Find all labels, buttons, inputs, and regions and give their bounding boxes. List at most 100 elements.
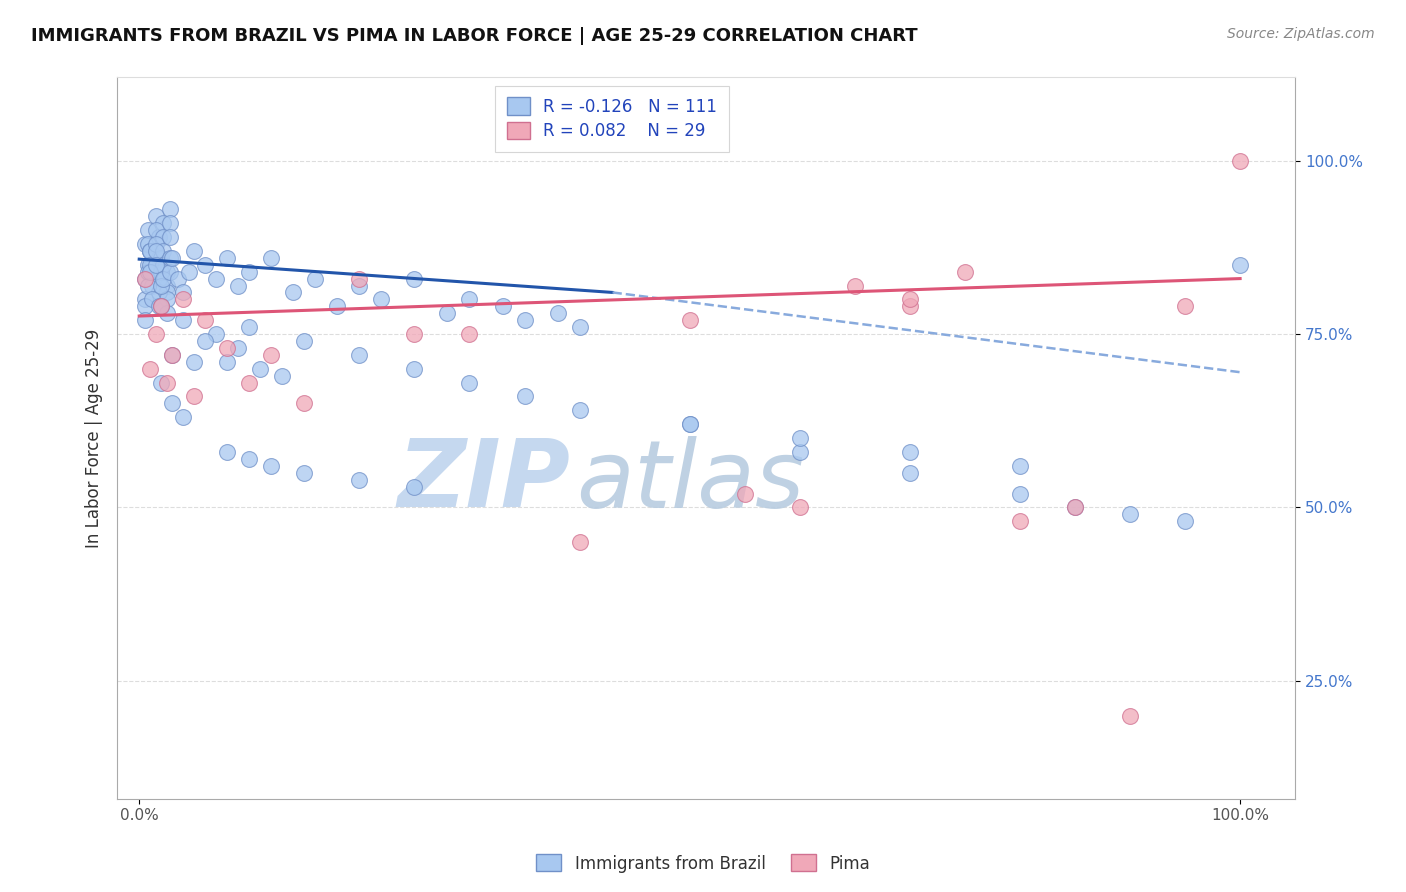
Point xyxy=(145,244,167,258)
Point xyxy=(152,230,174,244)
Point xyxy=(134,271,156,285)
Point xyxy=(898,293,921,307)
Point xyxy=(789,431,811,445)
Point xyxy=(139,244,162,258)
Point xyxy=(136,236,159,251)
Point xyxy=(260,251,283,265)
Point xyxy=(1008,458,1031,473)
Point xyxy=(679,313,702,327)
Point xyxy=(1064,500,1087,515)
Point xyxy=(458,293,481,307)
Point xyxy=(134,313,156,327)
Point xyxy=(404,480,426,494)
Point xyxy=(156,376,179,390)
Point xyxy=(238,265,260,279)
Point xyxy=(136,265,159,279)
Point xyxy=(491,299,513,313)
Point xyxy=(1229,258,1251,272)
Point xyxy=(458,327,481,342)
Point xyxy=(1174,514,1197,528)
Point xyxy=(148,230,170,244)
Point xyxy=(150,265,173,279)
Point xyxy=(789,445,811,459)
Point xyxy=(789,500,811,515)
Point xyxy=(136,278,159,293)
Point xyxy=(148,271,170,285)
Point xyxy=(436,306,458,320)
Point xyxy=(1064,500,1087,515)
Point xyxy=(141,278,163,293)
Point xyxy=(249,361,271,376)
Text: ZIP: ZIP xyxy=(398,435,571,527)
Legend: R = -0.126   N = 111, R = 0.082    N = 29: R = -0.126 N = 111, R = 0.082 N = 29 xyxy=(495,86,728,153)
Point xyxy=(898,299,921,313)
Point xyxy=(238,376,260,390)
Text: atlas: atlas xyxy=(576,436,804,527)
Point xyxy=(205,327,228,342)
Point xyxy=(292,334,315,348)
Point xyxy=(177,265,200,279)
Point xyxy=(844,278,866,293)
Point xyxy=(152,258,174,272)
Point xyxy=(349,271,371,285)
Point xyxy=(160,396,183,410)
Point xyxy=(1119,708,1142,723)
Legend: Immigrants from Brazil, Pima: Immigrants from Brazil, Pima xyxy=(530,847,876,880)
Point xyxy=(217,355,239,369)
Point xyxy=(568,535,591,549)
Point xyxy=(159,265,181,279)
Point xyxy=(156,293,179,307)
Point xyxy=(141,293,163,307)
Point xyxy=(148,285,170,300)
Point xyxy=(217,341,239,355)
Point xyxy=(260,348,283,362)
Point xyxy=(159,251,181,265)
Point xyxy=(150,299,173,313)
Point xyxy=(679,417,702,432)
Point xyxy=(145,236,167,251)
Point xyxy=(679,417,702,432)
Point xyxy=(141,265,163,279)
Point xyxy=(1174,299,1197,313)
Point xyxy=(152,216,174,230)
Point xyxy=(568,403,591,417)
Y-axis label: In Labor Force | Age 25-29: In Labor Force | Age 25-29 xyxy=(86,328,103,548)
Point xyxy=(194,334,217,348)
Point xyxy=(404,271,426,285)
Point xyxy=(156,306,179,320)
Point xyxy=(568,320,591,334)
Point xyxy=(156,285,179,300)
Point xyxy=(1229,153,1251,168)
Point xyxy=(145,209,167,223)
Point xyxy=(150,265,173,279)
Point xyxy=(1008,514,1031,528)
Point xyxy=(349,348,371,362)
Point xyxy=(238,320,260,334)
Point xyxy=(139,361,162,376)
Point xyxy=(148,251,170,265)
Point xyxy=(349,278,371,293)
Point xyxy=(217,445,239,459)
Point xyxy=(183,389,205,403)
Point xyxy=(134,236,156,251)
Point xyxy=(152,244,174,258)
Point xyxy=(145,258,167,272)
Point xyxy=(160,251,183,265)
Point xyxy=(260,458,283,473)
Text: Source: ZipAtlas.com: Source: ZipAtlas.com xyxy=(1227,27,1375,41)
Point xyxy=(1119,508,1142,522)
Point xyxy=(150,376,173,390)
Point xyxy=(547,306,569,320)
Point xyxy=(156,278,179,293)
Point xyxy=(734,486,756,500)
Point xyxy=(238,451,260,466)
Point xyxy=(145,223,167,237)
Point xyxy=(134,293,156,307)
Point xyxy=(513,389,536,403)
Point xyxy=(194,258,217,272)
Point xyxy=(150,251,173,265)
Point xyxy=(166,271,188,285)
Point xyxy=(304,271,326,285)
Point xyxy=(139,244,162,258)
Point xyxy=(458,376,481,390)
